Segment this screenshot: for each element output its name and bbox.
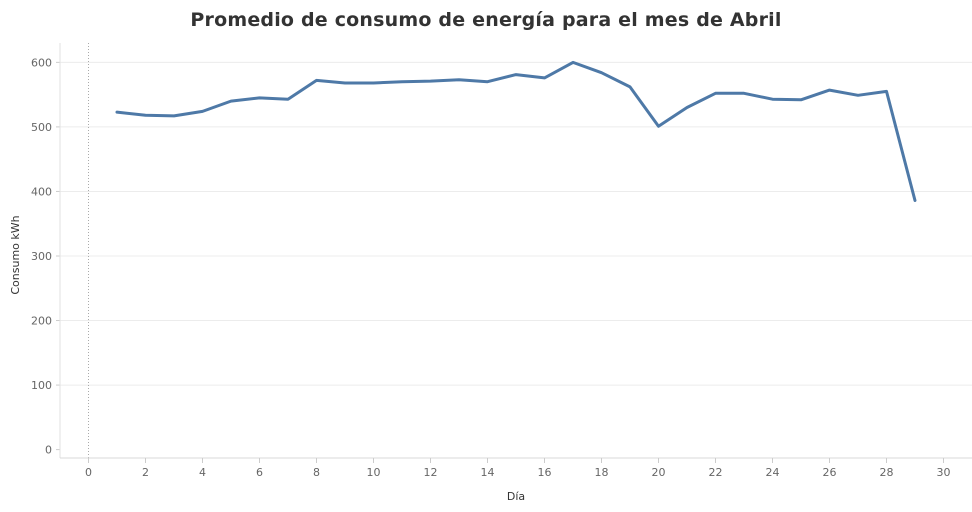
- y-tick-label: 400: [31, 185, 52, 198]
- series-line: [115, 60, 917, 202]
- x-tick-label: 0: [85, 466, 92, 479]
- x-tick-label: 6: [256, 466, 263, 479]
- x-tick-label: 30: [937, 466, 951, 479]
- data-points: [115, 60, 917, 202]
- chart-title: Promedio de consumo de energía para el m…: [190, 9, 782, 31]
- y-tick-label: 200: [31, 315, 52, 328]
- x-tick-label: 10: [367, 466, 381, 479]
- x-tick-label: 18: [595, 466, 609, 479]
- x-tick-label: 2: [142, 466, 149, 479]
- x-axis: 0 2 4 6 8 10 12 14 16 18 20 22 24 26 28 30: [60, 457, 972, 479]
- x-tick-label: 4: [199, 466, 206, 479]
- x-axis-title: Día: [507, 490, 525, 503]
- y-tick-label: 0: [45, 444, 52, 457]
- x-tick-label: 8: [313, 466, 320, 479]
- gridlines: [60, 61, 972, 386]
- y-tick-label: 300: [31, 250, 52, 263]
- y-axis: 0 100 200 300 400 500 600: [31, 43, 61, 458]
- x-tick-label: 20: [652, 466, 666, 479]
- x-tick-label: 22: [709, 466, 723, 479]
- x-tick-label: 16: [538, 466, 552, 479]
- x-tick-label: 26: [823, 466, 837, 479]
- x-tick-label: 24: [766, 466, 780, 479]
- y-tick-label: 600: [31, 56, 52, 69]
- x-tick-label: 12: [424, 466, 438, 479]
- x-tick-label: 14: [481, 466, 495, 479]
- x-tick-label: 28: [880, 466, 894, 479]
- y-tick-label: 100: [31, 379, 52, 392]
- y-axis-title: Consumo kWh: [9, 215, 22, 294]
- y-tick-label: 500: [31, 121, 52, 134]
